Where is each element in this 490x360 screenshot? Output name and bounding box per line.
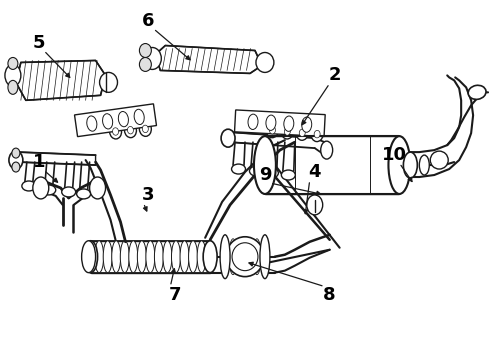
Ellipse shape xyxy=(302,117,312,132)
Ellipse shape xyxy=(389,136,410,194)
Ellipse shape xyxy=(33,177,49,199)
Ellipse shape xyxy=(76,189,91,199)
Ellipse shape xyxy=(9,151,23,169)
Ellipse shape xyxy=(22,181,36,191)
Ellipse shape xyxy=(110,124,122,139)
Ellipse shape xyxy=(82,241,96,273)
Ellipse shape xyxy=(12,148,20,158)
Ellipse shape xyxy=(403,152,417,178)
Ellipse shape xyxy=(197,241,206,273)
Bar xyxy=(74,104,156,137)
Ellipse shape xyxy=(246,239,254,275)
Ellipse shape xyxy=(267,123,278,138)
Ellipse shape xyxy=(296,125,308,140)
Ellipse shape xyxy=(86,241,95,273)
Ellipse shape xyxy=(154,241,163,273)
Text: 9: 9 xyxy=(259,166,271,184)
Polygon shape xyxy=(155,45,262,73)
Ellipse shape xyxy=(102,114,113,129)
Ellipse shape xyxy=(42,185,56,195)
Text: 7: 7 xyxy=(169,285,181,303)
Ellipse shape xyxy=(430,151,448,169)
Ellipse shape xyxy=(5,64,21,86)
Text: 4: 4 xyxy=(309,163,321,181)
Text: 10: 10 xyxy=(382,146,407,164)
Polygon shape xyxy=(91,241,210,273)
Ellipse shape xyxy=(180,241,189,273)
Ellipse shape xyxy=(281,170,295,180)
Ellipse shape xyxy=(8,58,18,69)
Ellipse shape xyxy=(419,155,429,175)
Ellipse shape xyxy=(284,128,291,135)
Polygon shape xyxy=(230,132,315,148)
Polygon shape xyxy=(19,152,96,165)
Ellipse shape xyxy=(266,115,276,130)
Ellipse shape xyxy=(140,58,151,71)
Ellipse shape xyxy=(307,195,323,215)
Text: 3: 3 xyxy=(142,186,155,204)
Text: 6: 6 xyxy=(142,12,155,30)
Text: 2: 2 xyxy=(328,66,341,84)
Ellipse shape xyxy=(112,241,121,273)
Ellipse shape xyxy=(281,124,294,139)
Ellipse shape xyxy=(256,53,274,72)
Text: 1: 1 xyxy=(32,153,45,171)
Ellipse shape xyxy=(260,235,270,279)
Ellipse shape xyxy=(172,241,180,273)
Ellipse shape xyxy=(163,241,172,273)
Ellipse shape xyxy=(142,125,148,132)
Ellipse shape xyxy=(206,241,215,273)
Ellipse shape xyxy=(299,129,305,136)
Ellipse shape xyxy=(270,126,275,134)
Ellipse shape xyxy=(119,112,128,127)
Ellipse shape xyxy=(124,123,136,138)
Ellipse shape xyxy=(137,241,147,273)
Ellipse shape xyxy=(221,129,235,147)
Ellipse shape xyxy=(129,241,138,273)
Ellipse shape xyxy=(140,44,151,58)
Ellipse shape xyxy=(253,239,261,275)
Ellipse shape xyxy=(232,164,245,174)
Ellipse shape xyxy=(144,48,161,69)
Text: 5: 5 xyxy=(32,33,45,51)
Ellipse shape xyxy=(248,114,258,130)
Ellipse shape xyxy=(241,239,249,275)
Bar xyxy=(235,110,325,136)
Polygon shape xyxy=(265,136,399,194)
Ellipse shape xyxy=(95,241,103,273)
Ellipse shape xyxy=(146,241,155,273)
Ellipse shape xyxy=(229,239,237,275)
Ellipse shape xyxy=(265,168,278,178)
Ellipse shape xyxy=(232,243,258,271)
Ellipse shape xyxy=(226,237,264,276)
Ellipse shape xyxy=(249,166,264,176)
Polygon shape xyxy=(16,60,105,100)
Ellipse shape xyxy=(8,80,18,94)
Ellipse shape xyxy=(12,162,20,172)
Ellipse shape xyxy=(311,127,323,141)
Ellipse shape xyxy=(113,128,119,135)
Ellipse shape xyxy=(236,239,244,275)
Ellipse shape xyxy=(254,136,276,194)
Ellipse shape xyxy=(134,109,144,125)
Ellipse shape xyxy=(203,241,217,273)
Ellipse shape xyxy=(90,177,105,199)
Ellipse shape xyxy=(103,241,112,273)
Text: 8: 8 xyxy=(323,285,336,303)
Ellipse shape xyxy=(284,116,294,131)
Ellipse shape xyxy=(139,121,151,136)
Ellipse shape xyxy=(314,130,320,138)
Ellipse shape xyxy=(84,241,98,273)
Ellipse shape xyxy=(468,85,486,99)
Ellipse shape xyxy=(62,187,75,197)
Ellipse shape xyxy=(321,141,333,159)
Ellipse shape xyxy=(220,235,230,279)
Ellipse shape xyxy=(99,72,118,92)
Ellipse shape xyxy=(120,241,129,273)
Ellipse shape xyxy=(127,126,133,134)
Ellipse shape xyxy=(189,241,197,273)
Ellipse shape xyxy=(87,116,97,131)
